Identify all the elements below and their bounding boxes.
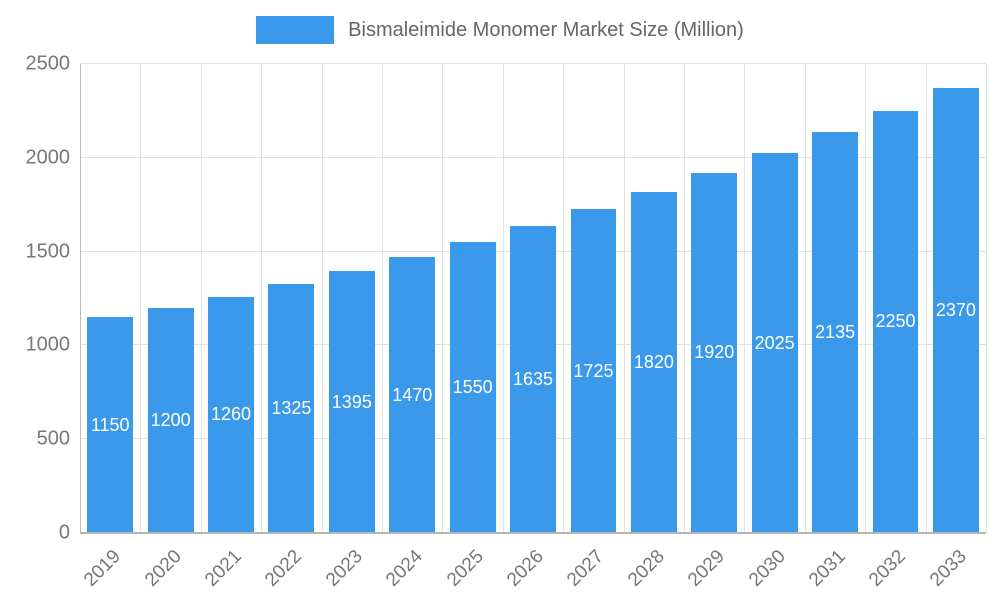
bar-value-label: 1920	[694, 342, 735, 363]
bar: 1725	[570, 209, 617, 533]
bar: 1150	[87, 317, 134, 533]
bar-cell: 1325	[261, 64, 321, 533]
x-tick-label: 2028	[623, 546, 669, 591]
y-axis-line	[80, 64, 81, 533]
x-tick-label: 2021	[201, 546, 246, 591]
bar-value-label: 1635	[513, 369, 554, 390]
bar: 1260	[208, 296, 254, 533]
x-tick-label: 2033	[925, 546, 971, 591]
y-tick-label: 1500	[25, 240, 71, 263]
bar-cell: 1200	[140, 64, 200, 533]
bar-value-label: 1725	[573, 360, 614, 381]
bar-cell: 1820	[624, 64, 684, 533]
bar: 1635	[510, 226, 556, 533]
bars: 1150 1200 1260 1325 1395 1470 1550 1635 1725 1820…	[80, 64, 986, 533]
bar: 2025	[751, 153, 798, 533]
bar-cell: 1920	[684, 64, 744, 533]
gridline-x	[140, 64, 142, 533]
x-tick-label: 2023	[321, 546, 367, 591]
bar: 1550	[449, 242, 496, 533]
gridline-y	[80, 156, 986, 158]
x-tick-label: 2025	[442, 546, 488, 591]
x-tick-label: 2029	[684, 546, 730, 591]
y-tick-label: 1000	[25, 333, 71, 356]
gridline-x	[744, 64, 746, 533]
x-tick-label: 2026	[503, 546, 548, 591]
gridline-x	[986, 64, 987, 533]
x-axis-line	[80, 532, 986, 534]
y-tick-label: 2500	[25, 52, 71, 75]
x-tick-label: 2020	[140, 546, 186, 591]
bar: 1470	[389, 257, 436, 533]
bar-cell: 1470	[382, 64, 442, 533]
x-tick-label: 2024	[382, 546, 428, 591]
bar-cell: 1725	[563, 64, 623, 533]
gridline-x	[804, 64, 806, 533]
gridline-y	[80, 63, 986, 64]
gridline-x	[442, 64, 444, 533]
bar-cell: 2025	[744, 64, 804, 533]
gridline-x	[261, 64, 263, 533]
bar-value-label: 2135	[815, 322, 856, 343]
y-tick-label: 0	[58, 521, 70, 544]
x-tick-label: 2027	[563, 546, 609, 591]
bar-value-label: 1200	[150, 409, 191, 430]
gridline-x	[865, 64, 867, 533]
bar-value-label: 1820	[633, 351, 674, 372]
x-axis-labels: 2019 2020 2021 2022 2023 2024 2025 2026 2027 2028…	[80, 538, 986, 598]
gridline-x	[200, 64, 202, 533]
bar-cell: 1395	[322, 64, 382, 533]
plot-area: 1150 1200 1260 1325 1395 1470 1550 1635 1725 1820…	[26, 53, 987, 544]
gridline-x	[502, 64, 504, 533]
bar-value-label: 2025	[754, 332, 795, 353]
legend-swatch	[256, 16, 335, 44]
bar: 1820	[630, 191, 677, 533]
gridline-x	[563, 64, 565, 533]
bar-value-label: 1150	[90, 414, 130, 435]
y-tick-label: 500	[36, 427, 70, 450]
bar-cell: 1635	[503, 64, 563, 533]
bar-value-label: 1395	[331, 391, 372, 412]
bar: 1920	[691, 172, 738, 533]
x-tick-label: 2030	[744, 546, 790, 591]
chart-title: Bismaleimide Monomer Market Size (Millio…	[348, 18, 744, 41]
x-tick-label: 2032	[865, 546, 911, 591]
bar: 1325	[268, 284, 315, 533]
x-tick-label: 2019	[80, 546, 126, 591]
gridline-x	[623, 64, 625, 533]
bar-value-label: 2370	[935, 300, 976, 321]
legend[interactable]: Bismaleimide Monomer Market Size (Millio…	[0, 14, 1000, 46]
bar-value-label: 1550	[452, 377, 493, 398]
bar-value-label: 1325	[271, 398, 312, 419]
bar-cell: 1550	[442, 64, 502, 533]
y-tick-label: 2000	[25, 146, 71, 169]
gridline-x	[925, 64, 927, 533]
x-tick-label: 2031	[805, 546, 850, 591]
gridline-x	[683, 64, 685, 533]
gridline-x	[381, 64, 383, 533]
bar-value-label: 1470	[392, 384, 433, 405]
gridline-x	[321, 64, 323, 533]
bar-cell: 1260	[201, 64, 261, 533]
bar: 1200	[147, 307, 194, 533]
bar-cell: 1150	[80, 64, 140, 533]
x-tick-label: 2022	[261, 546, 307, 591]
bar-cell: 2250	[865, 64, 925, 533]
bar-value-label: 2250	[875, 311, 916, 332]
bar-cell: 2135	[805, 64, 865, 533]
bar: 2370	[932, 88, 979, 533]
bar-cell: 2370	[926, 64, 986, 533]
bar: 1395	[328, 271, 375, 533]
bar: 2250	[872, 110, 919, 533]
bar-value-label: 1260	[210, 404, 252, 425]
bar: 2135	[812, 132, 859, 533]
